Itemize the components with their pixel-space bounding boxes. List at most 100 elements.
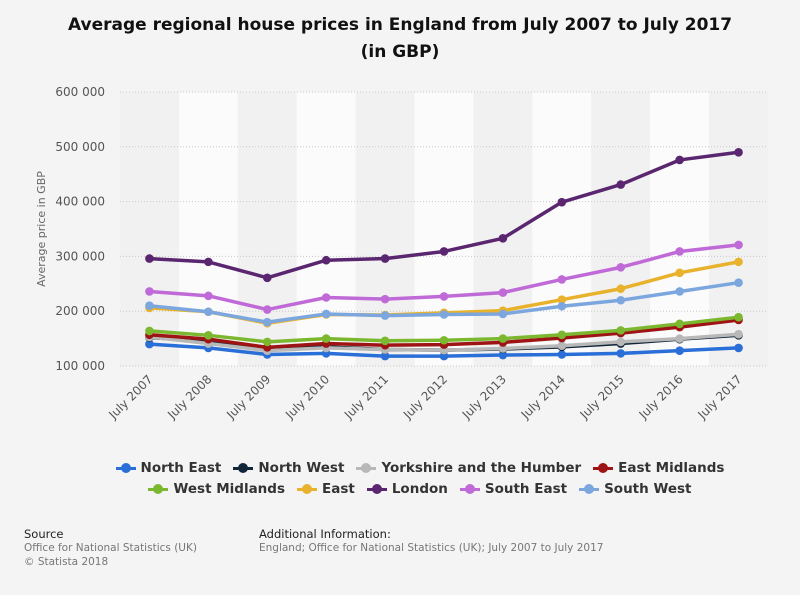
- data-point: [498, 334, 508, 343]
- data-point: [321, 334, 331, 343]
- x-axis-ticks: July 2007 July 2008 July 2009 July 2010 July…: [105, 372, 744, 422]
- data-point: [145, 254, 154, 263]
- data-point: [675, 155, 684, 165]
- data-point: [734, 329, 743, 339]
- column-band: [473, 92, 533, 366]
- legend-marker: [356, 462, 377, 473]
- series-south-east: [145, 240, 743, 314]
- data-point: [262, 317, 272, 327]
- legend-label: East Midlands: [618, 459, 725, 476]
- column-band: [709, 92, 768, 366]
- legend-item-south-west[interactable]: South West: [579, 480, 692, 497]
- x-tick-label: July 2017: [695, 372, 745, 422]
- legend-marker: [579, 483, 600, 494]
- legend-item-north-west[interactable]: North West: [233, 460, 344, 476]
- x-tick-label: July 2014: [518, 372, 568, 422]
- legend-marker: [148, 483, 169, 494]
- data-point: [498, 288, 508, 297]
- data-point: [734, 240, 743, 250]
- legend-marker: [233, 462, 254, 473]
- chart-title-line-2: (in GBP): [360, 42, 440, 62]
- legend-marker: [593, 462, 614, 473]
- data-point: [380, 254, 390, 263]
- data-point: [145, 326, 154, 336]
- source-line-2: © Statista 2018: [24, 556, 109, 568]
- data-point: [380, 294, 390, 304]
- legend-item-east-midlands[interactable]: East Midlands: [593, 460, 724, 476]
- data-point: [262, 305, 272, 314]
- x-tick-label: July 2010: [282, 372, 332, 422]
- chart-title: Average regional house prices in England…: [20, 12, 780, 66]
- data-point: [616, 284, 626, 294]
- data-point: [498, 234, 508, 243]
- data-point: [734, 343, 743, 353]
- data-point: [675, 346, 684, 355]
- data-point: [439, 292, 449, 301]
- source-block: Source Office for National Statistics (U…: [24, 527, 197, 569]
- y-axis-ticks: 100 000 200 000 300 000 400 000 500 000 600 0…: [55, 85, 105, 373]
- legend-row: North East North West Yorkshire and the Hu…: [100, 457, 740, 478]
- y-tick-label: 100 000: [55, 359, 105, 373]
- data-point: [616, 263, 626, 272]
- legend-marker: [115, 462, 136, 473]
- legend-label: South West: [604, 480, 692, 497]
- data-point: [439, 310, 449, 319]
- data-point: [145, 301, 154, 311]
- legend-item-east[interactable]: East: [297, 481, 355, 497]
- data-point: [557, 341, 567, 351]
- legend-item-south-east[interactable]: South East: [459, 481, 567, 497]
- data-point: [557, 350, 567, 359]
- data-point: [498, 350, 508, 360]
- data-point: [616, 337, 626, 347]
- x-tick-label: July 2008: [164, 372, 214, 422]
- data-point: [321, 255, 331, 265]
- legend-item-london[interactable]: London: [366, 481, 448, 497]
- series-west-midlands: [145, 312, 743, 347]
- legend-label: North East: [140, 459, 222, 476]
- x-tick-label: July 2012: [400, 372, 450, 422]
- legend-label: East: [322, 480, 355, 497]
- legend-label: West Midlands: [173, 480, 285, 497]
- data-point: [734, 312, 743, 322]
- data-point: [675, 287, 684, 296]
- y-tick-label: 400 000: [55, 195, 105, 209]
- data-point: [380, 336, 390, 346]
- x-tick-label: July 2009: [223, 372, 273, 422]
- chart-title-line-1: Average regional house prices in England…: [67, 15, 733, 35]
- x-tick-label: July 2016: [636, 372, 686, 422]
- data-point: [498, 309, 508, 319]
- y-axis-label: Average price in GBP: [35, 171, 48, 287]
- column-band: [296, 92, 356, 366]
- legend-label: Yorkshire and the Humber: [381, 459, 582, 476]
- legend-item-north-east[interactable]: North East: [115, 459, 222, 476]
- data-point: [675, 247, 684, 256]
- legend: North East North West Yorkshire and the Hu…: [100, 457, 740, 499]
- legend-item-yorkshire-and-the-humber[interactable]: Yorkshire and the Humber: [356, 460, 581, 476]
- y-tick-label: 200 000: [55, 304, 105, 318]
- source-line-1[interactable]: Office for National Statistics (UK): [24, 542, 197, 554]
- data-point: [734, 257, 743, 267]
- legend-marker: [297, 483, 317, 494]
- data-point: [616, 295, 626, 305]
- data-point: [204, 257, 213, 267]
- column-band: [532, 92, 592, 366]
- legend-row: West Midlands East London South East South W…: [100, 478, 740, 499]
- data-point: [557, 275, 567, 284]
- additional-info-heading: Additional Information:: [259, 527, 391, 541]
- data-point: [616, 349, 626, 358]
- x-tick-label: July 2015: [577, 372, 627, 422]
- column-band: [414, 92, 474, 366]
- column-band: [355, 92, 415, 366]
- column-band: [591, 92, 651, 366]
- data-point: [439, 335, 449, 345]
- legend-item-west-midlands[interactable]: West Midlands: [148, 481, 285, 497]
- legend-label: North West: [258, 459, 345, 476]
- data-point: [557, 301, 567, 311]
- data-point: [380, 351, 390, 361]
- data-point: [262, 337, 272, 347]
- data-point: [675, 268, 684, 278]
- data-point: [204, 291, 213, 301]
- series-lines: [145, 147, 743, 361]
- data-point: [439, 247, 449, 256]
